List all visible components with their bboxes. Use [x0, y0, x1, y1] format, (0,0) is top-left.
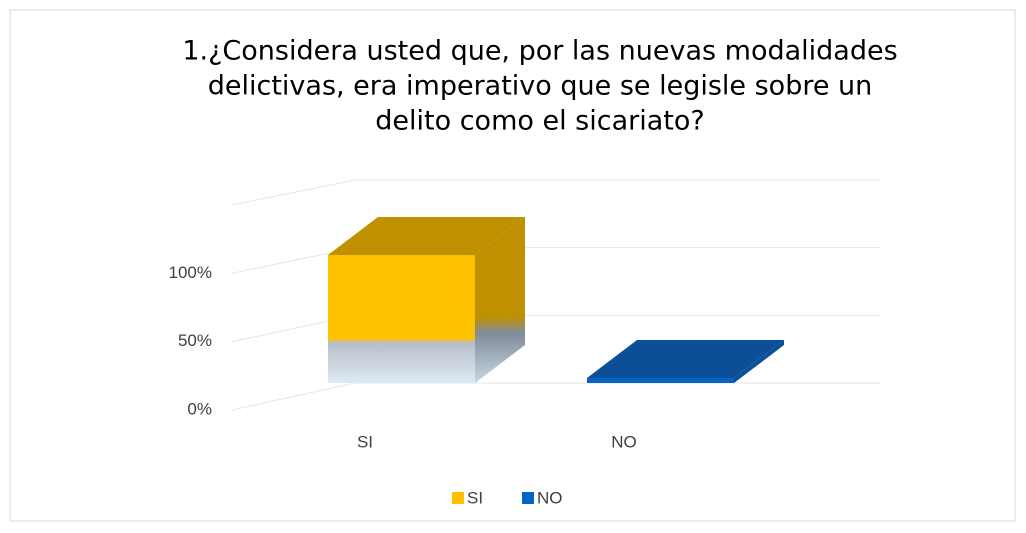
- bar-side: [734, 340, 784, 383]
- legend-label: SI: [467, 488, 483, 507]
- chart-title: delito como el sicariato?: [375, 106, 704, 137]
- grid-line: [231, 382, 356, 411]
- grid-line: [231, 179, 356, 206]
- y-tick-label: 100%: [169, 263, 212, 282]
- y-tick-label: 0%: [187, 399, 212, 418]
- x-tick-label: NO: [611, 432, 637, 451]
- legend-label: NO: [537, 488, 563, 507]
- bar-side: [475, 217, 525, 383]
- bar-top: [587, 340, 784, 378]
- bar: [587, 378, 734, 383]
- legend-swatch: [452, 492, 464, 504]
- chart-title: delictivas, era imperativo que se legisl…: [208, 71, 873, 102]
- legend-swatch: [522, 492, 534, 504]
- x-tick-label: SI: [357, 432, 373, 451]
- chart-title: 1.¿Considera usted que, por las nuevas m…: [182, 36, 897, 67]
- bar: [328, 255, 475, 383]
- bar-top: [328, 217, 525, 255]
- y-tick-label: 50%: [178, 331, 212, 350]
